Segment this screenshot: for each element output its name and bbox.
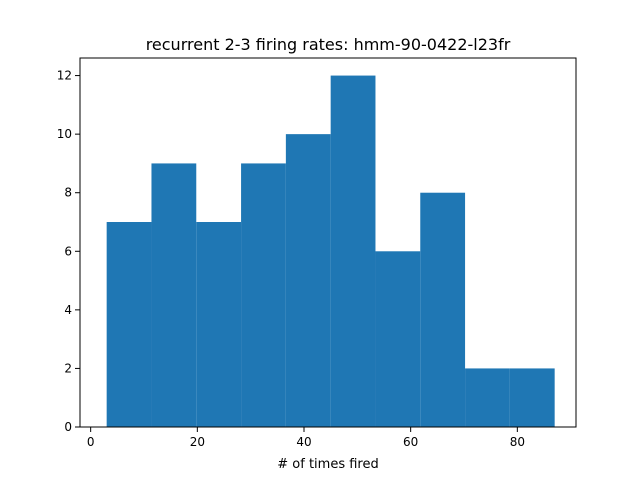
x-tick-label: 20 (190, 435, 205, 449)
plot-frame (79, 57, 577, 428)
histogram-bar (465, 368, 510, 427)
x-axis-ticks: 0 20 40 60 80 (87, 427, 525, 449)
y-tick-label: 4 (64, 303, 72, 317)
y-tick-label: 8 (64, 186, 72, 200)
x-tick-label: 60 (403, 435, 418, 449)
histogram-bar (241, 163, 286, 427)
histogram-bar (196, 222, 242, 427)
histogram-bar (330, 75, 376, 428)
x-tick-label: 80 (510, 435, 525, 449)
y-tick-label: 12 (57, 69, 72, 83)
y-tick-label: 0 (64, 420, 72, 434)
x-axis-label: # of times fired (277, 457, 378, 472)
histogram-bar (106, 222, 152, 427)
histogram-bar (285, 134, 331, 427)
x-tick-label: 0 (87, 435, 95, 449)
y-axis-ticks: 0 2 4 6 8 10 12 (57, 69, 80, 434)
histogram-bar (151, 163, 197, 427)
y-tick-label: 10 (57, 127, 72, 141)
chart-title: recurrent 2-3 firing rates: hmm-90-0422-… (146, 35, 511, 54)
x-tick-label: 40 (296, 435, 311, 449)
histogram-bar (420, 192, 466, 427)
histogram-bar (509, 368, 555, 427)
histogram-bar (375, 251, 421, 427)
y-tick-label: 2 (64, 361, 72, 375)
y-tick-label: 6 (64, 244, 72, 258)
bars-group (106, 75, 555, 428)
